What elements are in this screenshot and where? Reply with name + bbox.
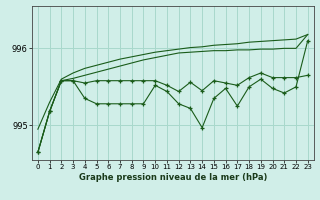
X-axis label: Graphe pression niveau de la mer (hPa): Graphe pression niveau de la mer (hPa) <box>79 173 267 182</box>
